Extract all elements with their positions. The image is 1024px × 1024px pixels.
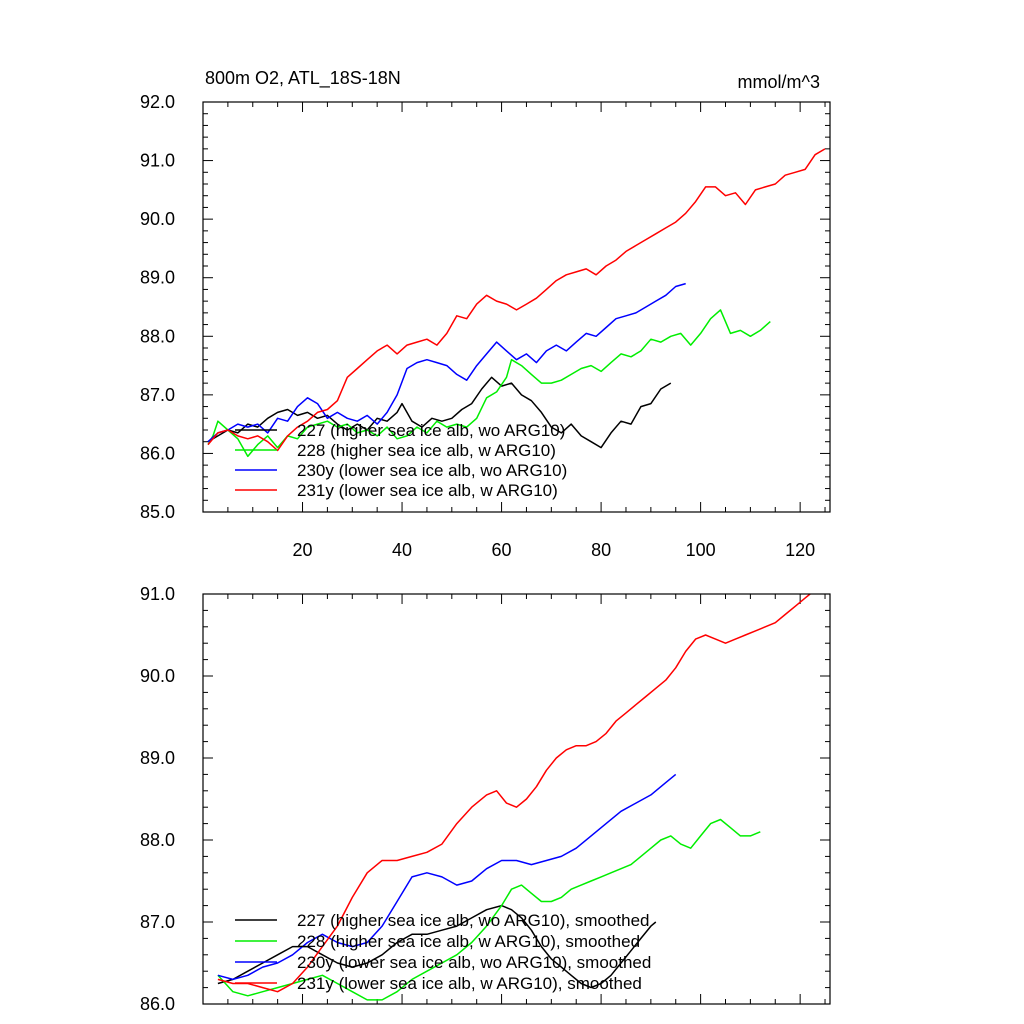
bottom-y-tick-label: 89.0	[140, 748, 175, 768]
top-chart-title: 800m O2, ATL_18S-18N	[205, 68, 401, 89]
bottom-y-tick-label: 86.0	[140, 994, 175, 1014]
top-legend-label: 227 (higher sea ice alb, wo ARG10)	[297, 421, 565, 440]
top-y-tick-label: 89.0	[140, 268, 175, 288]
top-x-tick-label: 120	[785, 540, 815, 560]
top-legend-label: 228 (higher sea ice alb, w ARG10)	[297, 441, 556, 460]
top-y-tick-label: 85.0	[140, 502, 175, 522]
bottom-y-tick-label: 88.0	[140, 830, 175, 850]
bottom-series-line-3	[217, 593, 811, 993]
bottom-legend-label: 230y (lower sea ice alb, wo ARG10), smoo…	[297, 953, 651, 972]
top-series-line-2	[207, 282, 686, 443]
bottom-legend-label: 228 (higher sea ice alb, w ARG10), smoot…	[297, 932, 640, 951]
top-y-tick-label: 86.0	[140, 443, 175, 463]
top-series-line-1	[207, 309, 771, 458]
top-y-tick-label: 91.0	[140, 151, 175, 171]
top-legend-label: 230y (lower sea ice alb, wo ARG10)	[297, 461, 567, 480]
bottom-legend-label: 227 (higher sea ice alb, wo ARG10), smoo…	[297, 911, 649, 930]
top-x-tick-label: 80	[591, 540, 611, 560]
top-series-line-0	[207, 376, 672, 449]
top-plot-frame	[202, 101, 831, 513]
top-y-tick-label: 88.0	[140, 326, 175, 346]
bottom-plot-frame	[202, 593, 831, 1005]
top-y-tick-label: 90.0	[140, 209, 175, 229]
bottom-series-line-1	[217, 818, 761, 1001]
top-x-tick-label: 60	[492, 540, 512, 560]
bottom-y-tick-label: 87.0	[140, 912, 175, 932]
bottom-panel: 86.0 87.0 88.0 89.0 90.0 91.0 227 (higher sea …	[140, 584, 831, 1014]
bottom-legend-label: 231y (lower sea ice alb, w ARG10), smoot…	[297, 974, 642, 993]
bottom-y-tick-label: 90.0	[140, 666, 175, 686]
top-x-tick-label: 20	[293, 540, 313, 560]
top-x-tick-label: 40	[392, 540, 412, 560]
top-panel: 800m O2, ATL_18S-18N mmol/m^3 85.0 86.0 87…	[140, 68, 831, 560]
top-series-line-3	[207, 148, 826, 452]
top-chart-units: mmol/m^3	[738, 72, 820, 92]
top-y-tick-label: 87.0	[140, 385, 175, 405]
top-legend-label: 231y (lower sea ice alb, w ARG10)	[297, 481, 558, 500]
bottom-series-line-2	[217, 773, 677, 981]
top-x-tick-label: 100	[686, 540, 716, 560]
bottom-y-tick-label: 91.0	[140, 584, 175, 604]
top-y-tick-label: 92.0	[140, 92, 175, 112]
bottom-series-line-0	[217, 904, 657, 989]
